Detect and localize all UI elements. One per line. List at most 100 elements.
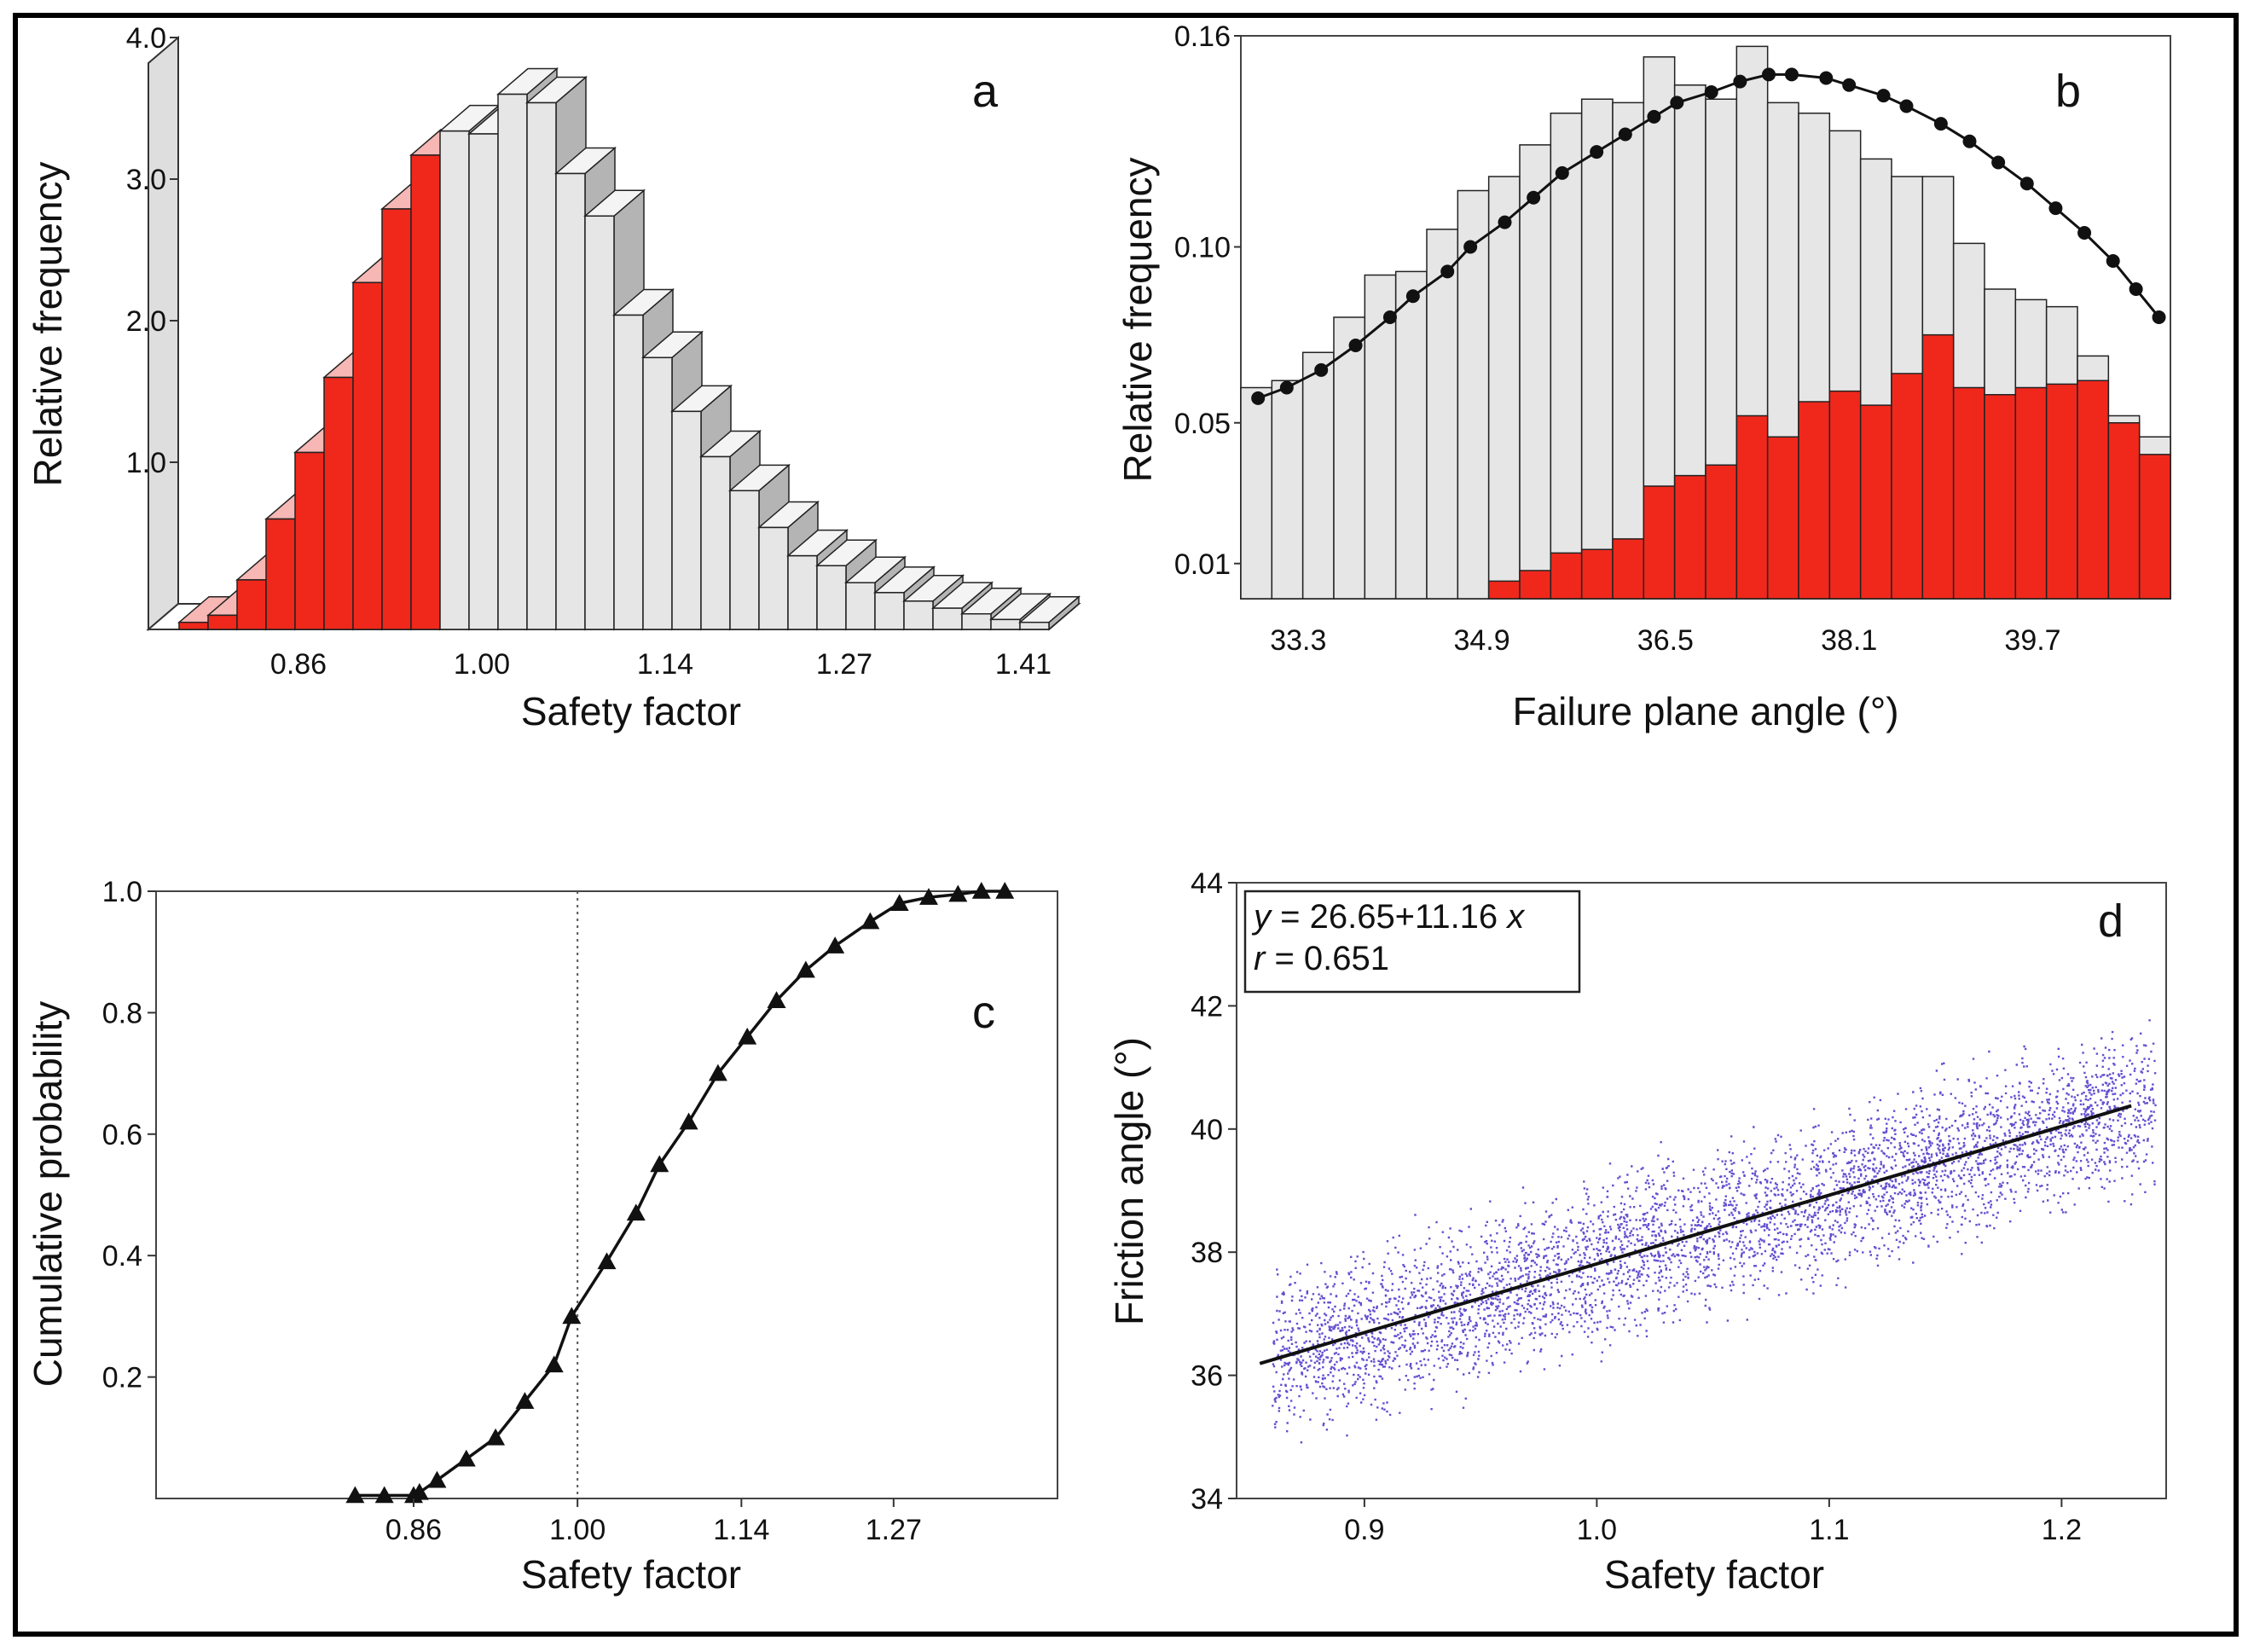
panel-d-y-tick-label: 44	[1191, 867, 1223, 900]
panel-b-fit-marker	[1251, 391, 1266, 405]
panel-b-bar-failed	[2014, 386, 2048, 600]
panel-b-fit-marker	[1348, 339, 1363, 352]
panel-b-x-tick-label: 36.5	[1637, 624, 1694, 657]
panel-a-y-tick-label: 1.0	[126, 447, 166, 479]
panel-d-x-axis-title: Safety factor	[1604, 1552, 1824, 1597]
panel-a-bar-front	[236, 579, 267, 630]
panel-b-bar-failed	[2138, 454, 2171, 600]
panel-a-bar-front	[758, 526, 789, 630]
panel-a-letter: a	[972, 66, 999, 117]
panel-c-x-tick-label: 1.14	[713, 1514, 769, 1546]
panel-a-bar-front	[787, 554, 818, 630]
panel-b-fit-marker	[1498, 215, 1512, 229]
panel-a-bar-front	[439, 130, 470, 630]
panel-a-bar-front	[207, 614, 238, 630]
panel-c-x-tick-label: 0.86	[385, 1514, 442, 1546]
panel-c-triangle-marker	[796, 960, 815, 978]
panel-c-triangle-marker	[374, 1486, 394, 1504]
panel-b-fit-marker	[1314, 362, 1329, 377]
panel-c-x-tick-label: 1.27	[866, 1514, 922, 1546]
panel-b-fit-marker	[1527, 190, 1541, 205]
panel-b-fit-marker	[1440, 264, 1455, 279]
panel-b-y-tick-label: 0.16	[1174, 20, 1231, 53]
panel-b-fit-marker	[1670, 96, 1684, 110]
panel-b-bar-total	[1550, 113, 1583, 600]
panel-c-y-tick-label: 0.4	[102, 1240, 142, 1272]
panel-a-y-ticks: 1.0 2.0 3.0 4.0	[126, 22, 178, 479]
panel-a-bar-front	[700, 455, 731, 630]
panel-a-bar-front	[584, 215, 615, 630]
panel-b-bar-total	[1457, 189, 1490, 600]
panel-c-triangle-marker	[544, 1355, 564, 1373]
panel-c-plot-frame	[155, 890, 1058, 1499]
panel-a-bar-front	[381, 208, 412, 630]
panel-b-fit-marker	[1279, 380, 1294, 395]
panel-a-x-tick-label: 0.86	[270, 648, 327, 681]
panel-c-triangle-marker	[456, 1449, 476, 1467]
panel-b-bar-failed	[1859, 404, 1892, 600]
panel-c-y-tick-label: 0.2	[102, 1362, 142, 1394]
panel-b-fit-marker	[1555, 165, 1569, 180]
panel-a-bar-front	[555, 172, 586, 630]
panel-d-y-tick-label: 42	[1191, 990, 1223, 1023]
panel-b-y-tick-label: 0.05	[1174, 408, 1231, 440]
panel-c-triangle-marker	[738, 1027, 757, 1045]
panel-a-bar-front	[468, 133, 499, 630]
panel-b-x-tick-label: 39.7	[2004, 624, 2060, 657]
panel-a-y-tick-label: 4.0	[126, 22, 166, 55]
panel-b-fit-marker	[1991, 155, 2006, 170]
panel-c-letter: c	[972, 987, 995, 1038]
panel-a-x-tick-label: 1.41	[995, 648, 1052, 681]
panel-a-x-tick-label: 1.00	[454, 648, 510, 681]
panel-c-cdf: 0.2 0.4 0.6 0.8 1.0 0.86 1.00 1.14 1.27 c Safet…	[26, 876, 1058, 1597]
panel-c-triangle-marker	[486, 1428, 506, 1446]
panel-b-bar-failed	[1705, 464, 1738, 600]
panel-b-bar-total	[1580, 98, 1614, 600]
panel-d-y-tick-label: 34	[1191, 1483, 1223, 1516]
panel-d-y-tick-label: 36	[1191, 1360, 1223, 1393]
panel-d-y-tick-label: 40	[1191, 1114, 1223, 1146]
panel-c-y-tick-label: 0.6	[102, 1119, 142, 1151]
panel-a-bar-front	[729, 490, 760, 630]
panel-b-fit-marker	[2106, 254, 2120, 268]
panel-d-r-symbol: r	[1254, 940, 1266, 977]
panel-d-x-tick-label: 0.9	[1344, 1514, 1384, 1546]
panel-b-bar-failed	[1984, 394, 2017, 600]
panel-c-triangle-marker	[889, 894, 909, 912]
panel-b-bar-failed	[1550, 552, 1583, 600]
panel-b-bar-total	[1426, 229, 1459, 600]
panel-c-triangle-marker	[626, 1203, 646, 1221]
panel-c-triangle-marker	[345, 1486, 365, 1504]
panel-c-triangle-marker	[860, 912, 880, 930]
panel-b-bar-failed	[1952, 386, 1985, 600]
panel-c-x-axis-title: Safety factor	[521, 1552, 741, 1597]
panel-c-triangle-marker	[679, 1112, 698, 1130]
panel-c-triangle-marker	[562, 1307, 582, 1324]
panel-a-bar-front	[265, 518, 296, 630]
panel-c-cdf-curve	[345, 882, 1015, 1504]
panel-b-fit-marker	[1382, 310, 1397, 324]
panel-c-triangle-marker	[971, 882, 991, 899]
panel-c-triangle-marker	[919, 888, 938, 905]
panel-b-x-axis-title: Failure plane angle (°)	[1512, 689, 1898, 733]
panel-b-y-tick-label: 0.10	[1174, 232, 1231, 264]
panel-b-bar-failed	[1766, 436, 1799, 600]
panel-a-bar-front	[410, 154, 441, 630]
panel-b-bar-failed	[1673, 474, 1706, 600]
panel-b-bar-failed	[2045, 383, 2078, 600]
panel-b-bar-total	[1519, 144, 1552, 600]
panel-b-fit-marker	[1933, 117, 1948, 131]
panel-a-bar-front	[903, 600, 934, 630]
panel-b-bar-total	[1333, 316, 1366, 600]
panel-b-bar-total	[1487, 176, 1521, 600]
panel-a-bar-front	[497, 93, 528, 630]
panel-c-triangle-marker	[515, 1392, 535, 1409]
panel-c-triangle-marker	[826, 936, 845, 954]
panel-b-bar-total	[1394, 270, 1428, 600]
panel-b-x-ticks: 33.3 34.9 36.5 38.1 39.7	[1270, 624, 2060, 657]
panel-b-letter: b	[2055, 66, 2081, 117]
panel-a-bar-front	[816, 565, 847, 630]
panel-b-fit-marker	[1899, 99, 1914, 113]
panel-d-x-tick-label: 1.1	[1809, 1514, 1849, 1546]
panel-a-bar-front	[671, 410, 702, 630]
